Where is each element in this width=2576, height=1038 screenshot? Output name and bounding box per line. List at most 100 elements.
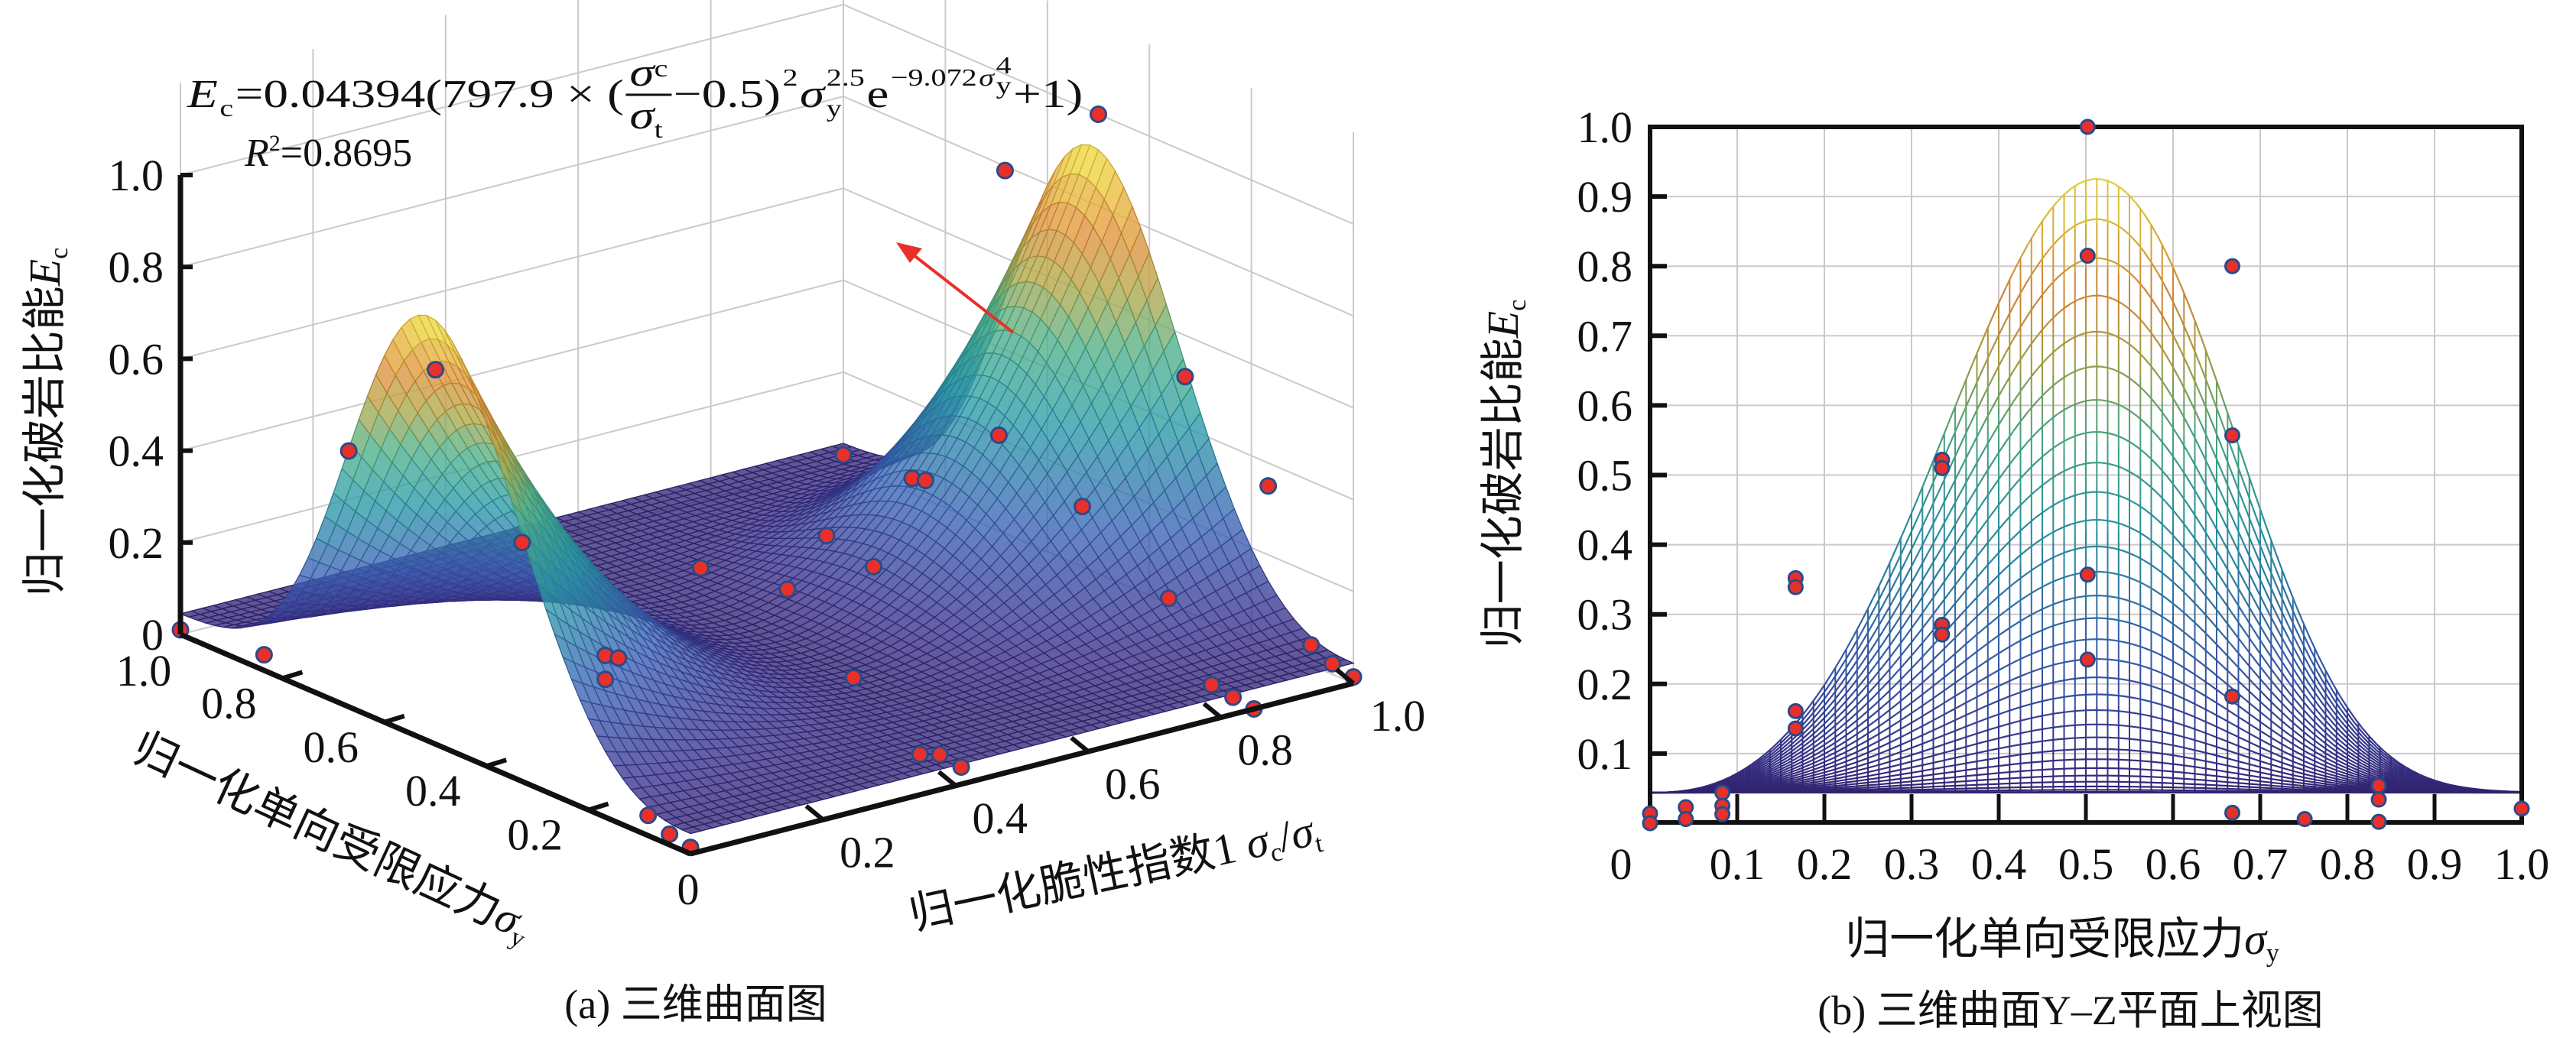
x-axis-label-text: 归一化脆性指数1 (905, 820, 1251, 939)
mesh-curve-segment (1990, 504, 1999, 515)
data-point (864, 557, 882, 576)
mesh-curve-segment (2165, 287, 2174, 303)
mesh-curve-segment (2042, 420, 2051, 428)
mesh-curve-segment (2129, 410, 2138, 417)
mesh-curve-segment (2252, 508, 2262, 528)
mesh-curve-segment (2107, 462, 2116, 466)
mesh-curve-segment (2121, 405, 2130, 412)
data-point (1203, 676, 1221, 694)
mesh-curve-segment (2078, 432, 2087, 436)
y-tick-label: 0.4 (405, 766, 461, 816)
grid-line (180, 279, 844, 452)
mesh-curve-segment (1969, 409, 1978, 426)
mesh-curve-segment (2347, 712, 2356, 724)
mesh-curve-segment (2100, 218, 2108, 222)
mesh-curve-segment (2056, 409, 2065, 416)
mesh-curve-segment (2230, 493, 2240, 512)
fit-formula: E c =0.04394(797.9 × ( σ c σ t −0.5) 2 σ… (187, 50, 1083, 143)
mesh-curve-segment (1990, 452, 1999, 465)
data-point (834, 446, 853, 464)
mesh-curve-segment (2121, 266, 2130, 274)
mesh-curve-segment (2012, 326, 2022, 340)
mesh-curve-segment (1911, 569, 1920, 583)
mesh-curve-segment (1824, 733, 1833, 741)
mesh-curve-segment (1860, 654, 1869, 666)
data-point (996, 161, 1014, 180)
mesh-curve-segment (1925, 596, 1934, 608)
data-point (952, 758, 970, 777)
mesh-curve-segment (1947, 584, 1956, 595)
mesh-curve-segment (2230, 593, 2240, 607)
mesh-curve-segment (1976, 568, 1985, 579)
mesh-curve-segment (2165, 501, 2174, 511)
mesh-curve-segment (2100, 294, 2108, 298)
formula-num-sub: c (655, 55, 668, 82)
data-point (931, 745, 949, 764)
mesh-curve-segment (2252, 563, 2261, 580)
mesh-curve-segment (2100, 491, 2108, 494)
mesh-curve-segment (2019, 280, 2029, 294)
mesh-curve-segment (1889, 562, 1898, 579)
mesh-curve-segment (1947, 602, 1956, 613)
x-axis-tick (804, 804, 825, 822)
mesh-curve-segment (1860, 643, 1869, 656)
mesh-curve-segment (1990, 334, 1999, 351)
z-tick-label: 0.6 (109, 334, 164, 384)
mesh-curve-segment (2078, 219, 2087, 225)
mesh-curve-segment (2281, 683, 2290, 693)
mesh-curve-segment (2273, 581, 2283, 599)
mesh-curve-segment (2063, 338, 2072, 345)
mesh-curve-segment (2107, 491, 2116, 495)
mesh-curve-segment (2121, 436, 2130, 443)
mesh-curve-segment (2100, 257, 2108, 261)
mesh-curve-segment (1903, 628, 1912, 639)
mesh-curve-segment (2042, 388, 2051, 397)
mesh-curve-segment (2143, 213, 2152, 225)
mesh-curve-segment (2107, 180, 2116, 185)
mesh-curve-segment (1838, 700, 1847, 710)
formula-sigma: σ (800, 71, 826, 115)
mesh-curve-segment (2100, 178, 2108, 182)
mesh-curve-segment (2034, 294, 2043, 306)
mesh-curve-segment (2129, 271, 2138, 281)
mesh-curve-segment (2085, 365, 2094, 369)
mesh-curve-segment (1882, 605, 1891, 620)
mesh-curve-segment (2237, 489, 2247, 509)
mesh-curve-segment (2237, 569, 2246, 585)
mesh-curve-segment (2129, 377, 2138, 384)
mesh-curve-segment (2100, 431, 2108, 434)
mesh-curve-segment (1845, 692, 1854, 702)
mesh-curve-segment (2042, 285, 2051, 296)
formula-square: 2 (782, 64, 797, 91)
mesh-curve-segment (2063, 227, 2072, 235)
mesh-curve-segment (1954, 594, 1964, 605)
mesh-curve-segment (2085, 178, 2094, 182)
mesh-curve-segment (2019, 380, 2029, 392)
mesh-curve-segment (1911, 551, 1920, 567)
mesh-curve-segment (2042, 478, 2051, 486)
mesh-curve-segment (1882, 657, 1891, 668)
mesh-curve-segment (1860, 693, 1869, 702)
mesh-curve-segment (2056, 342, 2065, 350)
data-point (609, 649, 628, 667)
mesh-curve-segment (2187, 503, 2196, 516)
mesh-curve-segment (1954, 511, 1964, 525)
mesh-curve-segment (2012, 478, 2022, 488)
mesh-curve-segment (1860, 631, 1869, 645)
mesh-curve-segment (1845, 700, 1854, 709)
mesh-curve-segment (1882, 632, 1891, 645)
mesh-curve-segment (1998, 320, 2007, 336)
mesh-curve-segment (1911, 632, 1920, 643)
formula-den-sub: t (655, 116, 663, 143)
mesh-curve-segment (1925, 482, 1934, 500)
mesh-curve-segment (2129, 234, 2138, 243)
mesh-curve-segment (2034, 394, 2043, 404)
data-point (1302, 636, 1320, 654)
mesh-curve-segment (1947, 524, 1956, 538)
mesh-curve-segment (2172, 397, 2181, 411)
mesh-curve-segment (1969, 534, 1978, 546)
mesh-curve-segment (2259, 611, 2269, 625)
mesh-curve-segment (2078, 180, 2087, 185)
mesh-curve-segment (2150, 514, 2159, 522)
